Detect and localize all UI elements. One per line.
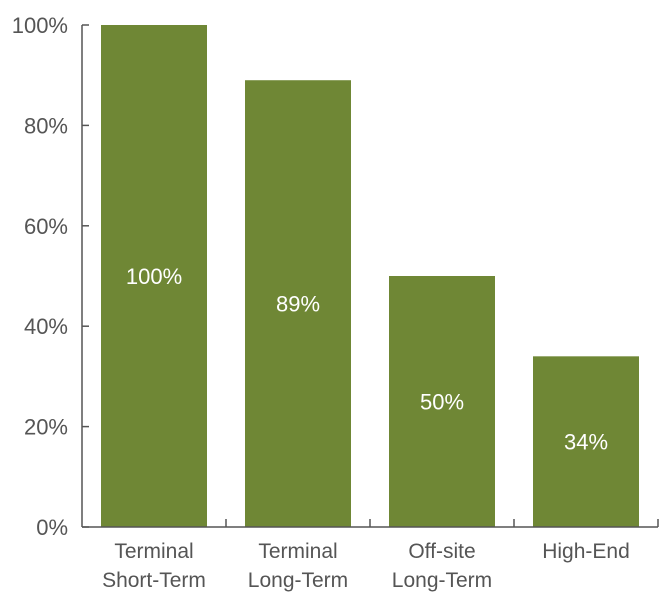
x-tick-label: Terminal Short-Term xyxy=(102,540,206,592)
x-tick-label: Terminal Long-Term xyxy=(248,540,348,592)
x-axis-ticks xyxy=(225,519,659,527)
bar xyxy=(245,80,351,527)
y-tick-label: 100% xyxy=(12,13,68,38)
y-tick-label: 80% xyxy=(24,113,68,138)
bar-value-label: 50% xyxy=(420,390,464,415)
x-tick-label: Off-site Long-Term xyxy=(392,540,492,592)
bar xyxy=(389,276,495,527)
y-tick-label: 60% xyxy=(24,214,68,239)
y-tick-label: 40% xyxy=(24,314,68,339)
y-axis-ticks: 0% 20% 40% 60% 80% 100% xyxy=(12,13,89,540)
bar xyxy=(533,356,639,527)
x-tick-label: High-End xyxy=(542,540,630,563)
bar-value-label: 89% xyxy=(276,292,320,317)
y-tick-label: 0% xyxy=(36,515,68,540)
data-labels: 100% 89% 50% 34% xyxy=(126,264,608,455)
bar xyxy=(101,25,207,527)
bars xyxy=(101,25,639,527)
y-tick-label: 20% xyxy=(24,415,68,440)
bar-value-label: 34% xyxy=(564,430,608,455)
bar-value-label: 100% xyxy=(126,264,182,289)
x-axis-labels: Terminal Short-Term Terminal Long-Term Off-s… xyxy=(102,540,630,592)
